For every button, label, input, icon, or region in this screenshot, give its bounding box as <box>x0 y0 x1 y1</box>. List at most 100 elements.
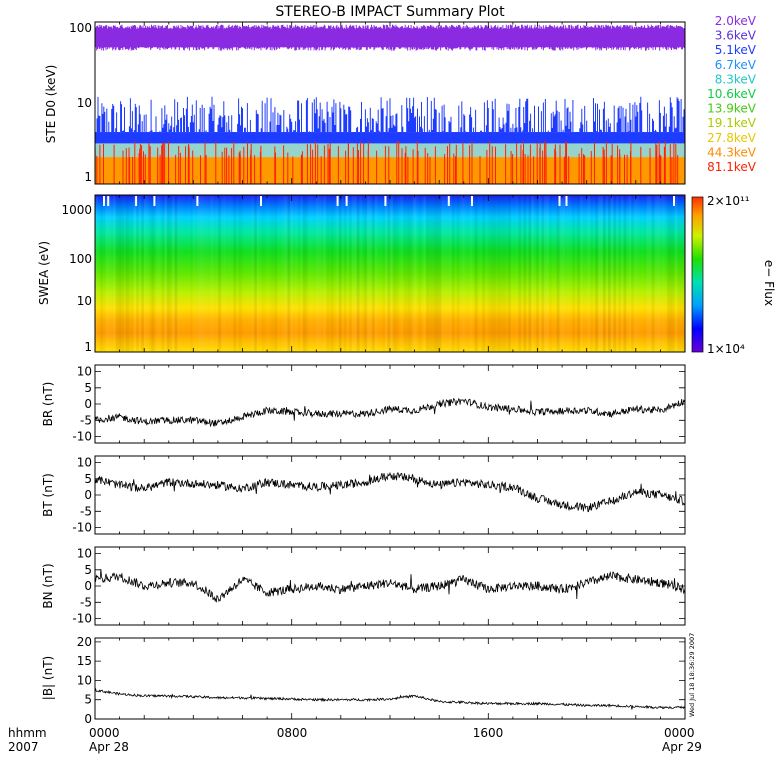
swea-stripe <box>597 196 601 351</box>
y-tick-label: 0 <box>84 397 92 411</box>
swea-stripe <box>113 196 116 351</box>
y-tick-label: -10 <box>72 430 92 444</box>
swea-stripe <box>216 196 219 351</box>
swea-stripe <box>362 196 365 351</box>
swea-stripe <box>182 196 185 351</box>
swea-gap <box>196 196 199 206</box>
swea-stripe <box>131 196 134 351</box>
swea-stripe <box>641 196 644 351</box>
swea-stripe <box>677 196 680 351</box>
swea-stripe <box>467 196 470 351</box>
ste-line-2kev <box>94 24 685 51</box>
swea-stripe <box>646 196 650 351</box>
swea-stripe <box>133 196 137 351</box>
swea-gap <box>384 196 387 206</box>
swea-stripe <box>359 196 362 351</box>
swea-stripe <box>372 196 375 351</box>
y-tick-label: -10 <box>72 612 92 626</box>
swea-stripe <box>505 196 508 351</box>
swea-stripe <box>338 196 342 351</box>
swea-stripe <box>457 196 460 351</box>
swea-stripe <box>585 196 588 351</box>
swea-gap <box>558 196 561 206</box>
y-tick-label: 5 <box>84 693 92 707</box>
swea-stripe <box>669 196 673 351</box>
swea-stripe <box>577 196 581 351</box>
swea-stripe <box>295 196 298 351</box>
swea-stripe <box>346 196 349 351</box>
swea-stripe <box>269 196 272 351</box>
swea-stripe <box>395 196 398 351</box>
swea-stripe <box>579 196 583 351</box>
swea-stripe <box>500 196 503 351</box>
swea-stripe <box>392 196 396 351</box>
swea-stripe <box>482 196 486 351</box>
swea-stripe <box>541 196 545 351</box>
swea-stripe <box>300 196 304 351</box>
swea-stripe <box>298 196 301 351</box>
y-tick-label: 5 <box>84 563 92 577</box>
swea-stripe <box>443 196 447 351</box>
field-line <box>94 397 686 428</box>
swea-ytick-10: 10 <box>77 294 92 308</box>
swea-stripe <box>654 196 658 351</box>
swea-gap <box>345 196 348 206</box>
swea-stripe <box>508 196 511 351</box>
swea-stripe <box>267 196 270 351</box>
swea-stripe <box>587 196 591 351</box>
swea-stripe <box>213 196 216 351</box>
y-tick-label: -5 <box>80 504 92 518</box>
swea-stripe <box>480 196 483 351</box>
swea-heatmap <box>95 195 685 352</box>
swea-stripe <box>628 196 632 351</box>
legend-entry: 3.6keV <box>715 29 757 43</box>
swea-stripe <box>354 196 357 351</box>
swea-stripe <box>600 196 604 351</box>
swea-stripe <box>575 196 578 351</box>
y-tick-label: 0 <box>84 488 92 502</box>
legend-entry: 5.1keV <box>715 43 757 57</box>
swea-ytick-1: 1 <box>84 340 92 354</box>
swea-stripe <box>620 196 624 351</box>
colorbar-bottom-label: 1×10⁴ <box>707 342 745 356</box>
swea-stripe <box>543 196 547 351</box>
colorbar-title: e− Flux <box>762 260 776 306</box>
swea-ytick-1000: 1000 <box>61 203 92 217</box>
tick-marks <box>94 22 686 720</box>
swea-stripe <box>223 196 227 351</box>
swea-stripe <box>107 196 111 351</box>
bn-panel: 10 5 0 -5 -10 BN (nT) <box>41 546 686 626</box>
swea-stripe <box>326 196 329 351</box>
generation-stamp: Wed Jul 18 18:36:29 2007 <box>688 633 696 717</box>
bn-ylabel: BN (nT) <box>41 563 55 608</box>
bn-frame <box>94 546 686 626</box>
ste-band-mid <box>95 143 685 158</box>
swea-stripe <box>398 196 401 351</box>
colorbar-gradient <box>691 196 704 353</box>
swea-gap <box>565 196 568 206</box>
swea-stripe <box>518 196 522 351</box>
swea-stripe <box>195 196 198 351</box>
swea-stripe <box>262 196 265 351</box>
swea-stripe <box>556 196 560 351</box>
swea-stripe <box>613 196 617 351</box>
swea-stripe <box>602 196 606 351</box>
swea-stripe <box>636 196 639 351</box>
swea-stripe <box>452 196 455 351</box>
swea-stripe <box>280 196 283 351</box>
x-date-label-end: Apr 29 <box>662 740 702 754</box>
bt-frame <box>94 455 686 535</box>
colorbar-top-label: 2×10¹¹ <box>707 194 750 208</box>
swea-stripe <box>323 196 327 351</box>
swea-stripe <box>149 196 152 351</box>
ste-band-44kev <box>95 157 685 184</box>
swea-stripe <box>400 196 404 351</box>
br-panel: 10 5 0 -5 -10 BR (nT) <box>41 364 686 444</box>
swea-stripe <box>633 196 637 351</box>
bt-ylabel: BT (nT) <box>41 473 55 517</box>
swea-stripe <box>341 196 344 351</box>
swea-stripe <box>277 196 280 351</box>
y-tick-label: 10 <box>77 547 92 561</box>
swea-stripe <box>538 196 542 351</box>
swea-stripe <box>405 196 408 351</box>
